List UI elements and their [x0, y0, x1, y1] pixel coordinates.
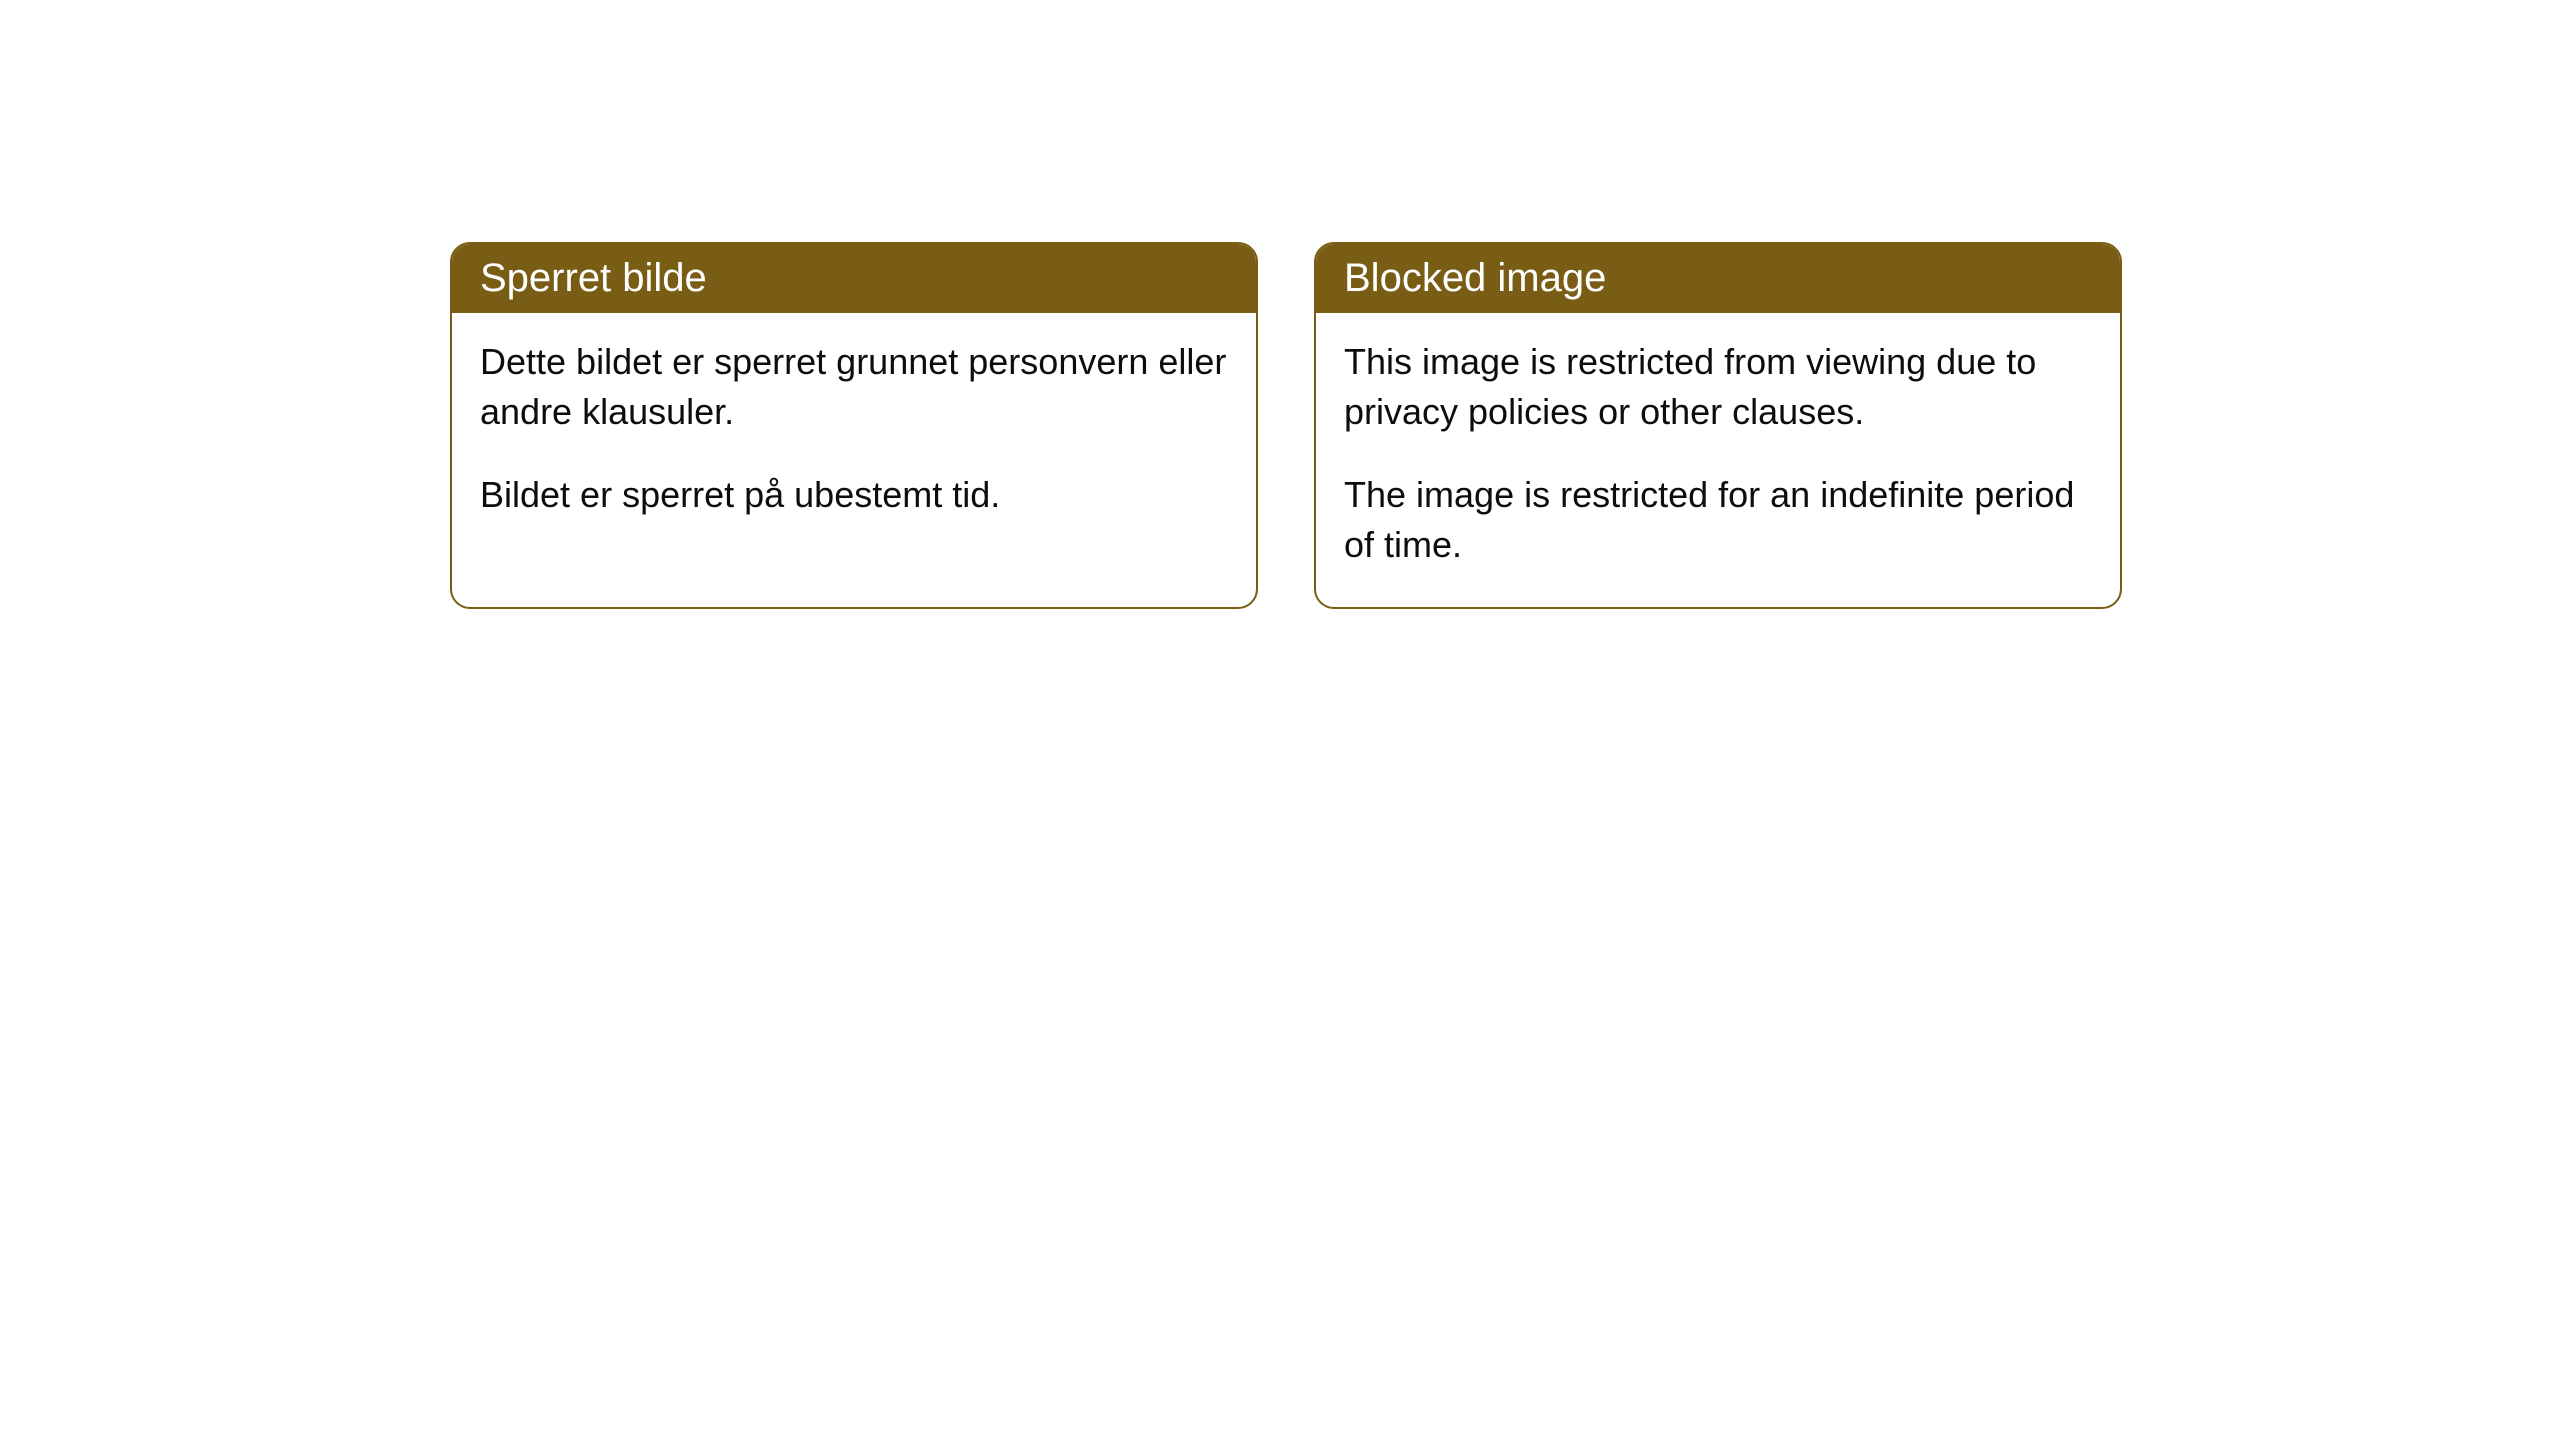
card-paragraph-1: This image is restricted from viewing du…: [1344, 337, 2092, 438]
notice-card-english: Blocked image This image is restricted f…: [1314, 242, 2122, 609]
card-header: Sperret bilde: [452, 244, 1256, 313]
card-title: Blocked image: [1344, 256, 1606, 300]
card-header: Blocked image: [1316, 244, 2120, 313]
card-body: This image is restricted from viewing du…: [1316, 313, 2120, 607]
card-paragraph-2: Bildet er sperret på ubestemt tid.: [480, 470, 1228, 520]
card-paragraph-2: The image is restricted for an indefinit…: [1344, 470, 2092, 571]
card-body: Dette bildet er sperret grunnet personve…: [452, 313, 1256, 556]
notice-cards-container: Sperret bilde Dette bildet er sperret gr…: [450, 242, 2122, 609]
card-paragraph-1: Dette bildet er sperret grunnet personve…: [480, 337, 1228, 438]
notice-card-norwegian: Sperret bilde Dette bildet er sperret gr…: [450, 242, 1258, 609]
card-title: Sperret bilde: [480, 256, 707, 300]
